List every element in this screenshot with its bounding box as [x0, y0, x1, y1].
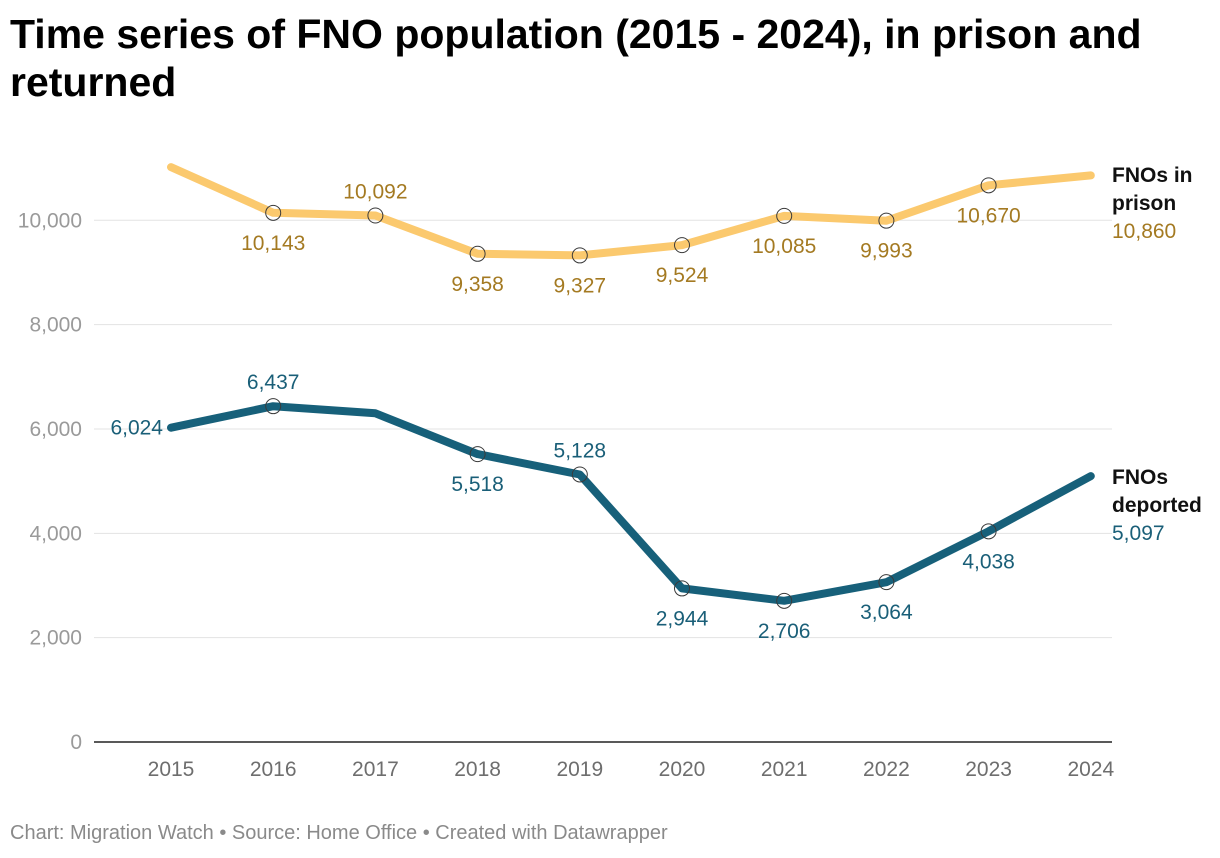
series-line [167, 163, 1095, 260]
y-tick-label: 4,000 [29, 522, 82, 545]
series-name-label: deported [1112, 494, 1202, 517]
series-deported: 6,024 6,437 5,518 5,128 2,944 2,706 3,064 4,038… [110, 371, 1201, 643]
data-point-marker [674, 580, 690, 597]
x-tick-label: 2021 [761, 758, 808, 781]
data-label: 9,993 [860, 240, 913, 263]
grid [94, 219, 1112, 743]
data-label: 5,128 [554, 439, 607, 462]
data-point-marker [776, 207, 793, 224]
data-label: 6,024 [110, 417, 163, 440]
y-tick-label: 10,000 [18, 209, 82, 232]
data-point-marker [367, 207, 384, 224]
x-tick-label: 2016 [250, 758, 297, 781]
data-label: 10,085 [752, 235, 816, 258]
y-tick-label: 8,000 [29, 314, 82, 337]
x-tick-label: 2017 [352, 758, 399, 781]
data-point-marker [980, 177, 997, 194]
data-label: 5,518 [451, 473, 504, 496]
data-point-marker [878, 574, 895, 591]
chart-footer: Chart: Migration Watch • Source: Home Of… [10, 822, 668, 844]
data-point-marker [265, 204, 282, 221]
x-axis: 2015 2016 2017 2018 2019 2020 2021 2022 2023 2024 [148, 758, 1115, 781]
data-label: 9,327 [554, 274, 607, 297]
data-label: 4,038 [962, 550, 1015, 573]
series-prison: 10,143 10,092 9,358 9,327 9,524 10,085 9,993 10… [167, 163, 1193, 297]
data-point-marker [265, 398, 282, 415]
data-label: 2,944 [656, 607, 709, 630]
data-point-marker [469, 446, 486, 463]
data-label: 10,092 [343, 181, 407, 204]
x-tick-label: 2015 [148, 758, 195, 781]
y-tick-label: 6,000 [29, 418, 82, 441]
series-name-label: FNOs in [1112, 164, 1193, 187]
series-line [167, 402, 1095, 605]
data-label: 2,706 [758, 620, 811, 643]
x-tick-label: 2018 [454, 758, 501, 781]
data-label: 6,437 [247, 371, 300, 394]
series-layer: 10,143 10,092 9,358 9,327 9,524 10,085 9,993 10… [110, 163, 1202, 643]
data-point-marker [980, 523, 997, 540]
data-point-marker [776, 592, 793, 609]
data-label: 10,143 [241, 232, 305, 255]
data-point-marker [571, 466, 588, 483]
series-end-value: 5,097 [1112, 522, 1165, 545]
data-label: 9,524 [656, 264, 709, 287]
data-label: 3,064 [860, 601, 913, 624]
data-point-marker [878, 212, 895, 229]
x-tick-label: 2019 [556, 758, 603, 781]
x-tick-label: 2022 [863, 758, 910, 781]
y-axis: 0 2,000 4,000 6,000 8,000 10,000 [18, 209, 82, 754]
y-tick-label: 2,000 [29, 627, 82, 650]
y-tick-label: 0 [70, 731, 82, 754]
x-tick-label: 2024 [1067, 758, 1114, 781]
x-tick-label: 2020 [659, 758, 706, 781]
series-name-label: prison [1112, 192, 1176, 215]
chart-title: Time series of FNO population (2015 - 20… [10, 11, 1142, 105]
data-point-marker [674, 237, 690, 254]
series-name-label: FNOs [1112, 466, 1168, 489]
x-tick-label: 2023 [965, 758, 1012, 781]
series-end-value: 10,860 [1112, 220, 1176, 243]
data-point-marker [469, 245, 486, 262]
data-label: 9,358 [451, 273, 504, 296]
data-point-marker [571, 247, 588, 264]
data-label: 10,670 [956, 204, 1020, 227]
